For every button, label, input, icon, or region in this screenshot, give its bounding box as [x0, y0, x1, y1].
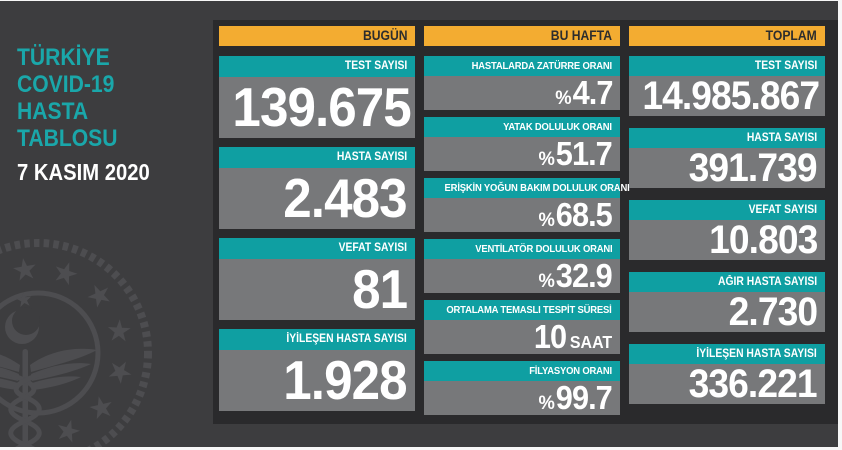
percent-sign: %: [538, 148, 556, 170]
stat-label: YATAK DOLULUK ORANI: [424, 117, 620, 137]
stat-label: TEST SAYISI: [629, 56, 825, 76]
stat-block: YATAK DOLULUK ORANI %51.7: [424, 117, 620, 171]
stat-label: ERİŞKİN YOĞUN BAKIM DOLULUK ORANI: [424, 178, 630, 198]
stat-value: 10 SAAT: [424, 320, 620, 354]
stat-value: 10.803: [629, 220, 825, 260]
title-line: HASTA: [17, 98, 89, 126]
stat-block: VEFAT SAYISI 81: [219, 238, 415, 320]
stat-value: 81: [219, 259, 415, 320]
stat-block: HASTA SAYISI 391.739: [629, 128, 825, 188]
stat-value: %99.7: [424, 381, 620, 415]
stat-label: AĞIR HASTA SAYISI: [629, 272, 825, 292]
percent-sign: %: [538, 270, 556, 292]
stat-block: HASTALARDA ZATÜRRE ORANI %4.7: [424, 56, 620, 110]
stat-label: HASTA SAYISI: [629, 128, 825, 148]
stat-value: %32.9: [424, 259, 620, 293]
stat-block: TEST SAYISI 139.675: [219, 56, 415, 138]
stat-block: HASTA SAYISI 2.483: [219, 147, 415, 229]
stat-label: HASTA SAYISI: [219, 147, 415, 168]
stat-block: İYİLEŞEN HASTA SAYISI 336.221: [629, 344, 825, 404]
stat-value: 2.730: [629, 292, 825, 332]
stat-block: VEFAT SAYISI 10.803: [629, 200, 825, 260]
stat-label: VEFAT SAYISI: [629, 200, 825, 220]
stat-block: FİLYASYON ORANI %99.7: [424, 361, 620, 415]
health-ministry-emblem-icon: [0, 239, 152, 447]
stat-label: VENTİLATÖR DOLULUK ORANI: [424, 239, 620, 259]
stat-value: 391.739: [629, 148, 825, 188]
stat-list: TEST SAYISI 14.985.867 HASTA SAYISI 391.…: [629, 56, 825, 404]
column-header-bugun: BUGÜN: [219, 26, 415, 46]
stat-value: 2.483: [219, 168, 415, 229]
sidebar: TÜRKİYE COVID-19 HASTA TABLOSU 7 KASIM 2…: [0, 1, 213, 447]
stat-label: ORTALAMA TEMASLI TESPİT SÜRESİ: [424, 300, 620, 320]
stat-value: 1.928: [219, 350, 415, 411]
stat-value: %51.7: [424, 137, 620, 171]
stat-value: 14.985.867: [629, 76, 825, 116]
column-bu-hafta: BU HAFTA HASTALARDA ZATÜRRE ORANI %4.7 Y…: [424, 26, 630, 422]
percent-sign: %: [538, 209, 556, 231]
stat-value: 139.675: [219, 77, 415, 138]
stat-label: TEST SAYISI: [219, 56, 415, 77]
column-bugun: BUGÜN TEST SAYISI 139.675 HASTA SAYISI 2…: [219, 26, 415, 420]
title-line: COVID-19: [17, 71, 115, 99]
stat-value: %4.7: [424, 76, 620, 110]
stat-block: VENTİLATÖR DOLULUK ORANI %32.9: [424, 239, 620, 293]
stat-label: HASTALARDA ZATÜRRE ORANI: [424, 56, 620, 76]
stats-panel: BUGÜN TEST SAYISI 139.675 HASTA SAYISI 2…: [213, 20, 838, 424]
column-header-toplam: TOPLAM: [629, 26, 825, 46]
stat-label: VEFAT SAYISI: [219, 238, 415, 259]
stat-list: TEST SAYISI 139.675 HASTA SAYISI 2.483 V…: [219, 56, 415, 411]
percent-sign: %: [554, 87, 572, 109]
stat-label: İYİLEŞEN HASTA SAYISI: [219, 329, 415, 350]
stat-block: TEST SAYISI 14.985.867: [629, 56, 825, 116]
title-line: TÜRKİYE: [17, 44, 110, 72]
stat-value: 336.221: [629, 364, 825, 404]
percent-sign: %: [538, 392, 556, 414]
stat-value: %68.5: [424, 198, 620, 232]
column-toplam: TOPLAM TEST SAYISI 14.985.867 HASTA SAYI…: [629, 26, 825, 416]
column-header-bu-hafta: BU HAFTA: [424, 26, 620, 46]
report-date: 7 KASIM 2020: [17, 159, 150, 185]
unit-label: SAAT: [569, 332, 612, 352]
page-title: TÜRKİYE COVID-19 HASTA TABLOSU: [17, 44, 131, 152]
stat-block: ERİŞKİN YOĞUN BAKIM DOLULUK ORANI %68.5: [424, 178, 630, 232]
stat-list: HASTALARDA ZATÜRRE ORANI %4.7 YATAK DOLU…: [424, 56, 630, 415]
stat-block: AĞIR HASTA SAYISI 2.730: [629, 272, 825, 332]
stat-block: ORTALAMA TEMASLI TESPİT SÜRESİ 10 SAAT: [424, 300, 620, 354]
stat-block: İYİLEŞEN HASTA SAYISI 1.928: [219, 329, 415, 411]
stat-label: İYİLEŞEN HASTA SAYISI: [629, 344, 825, 364]
stat-label: FİLYASYON ORANI: [424, 361, 620, 381]
title-line: TABLOSU: [17, 125, 118, 153]
